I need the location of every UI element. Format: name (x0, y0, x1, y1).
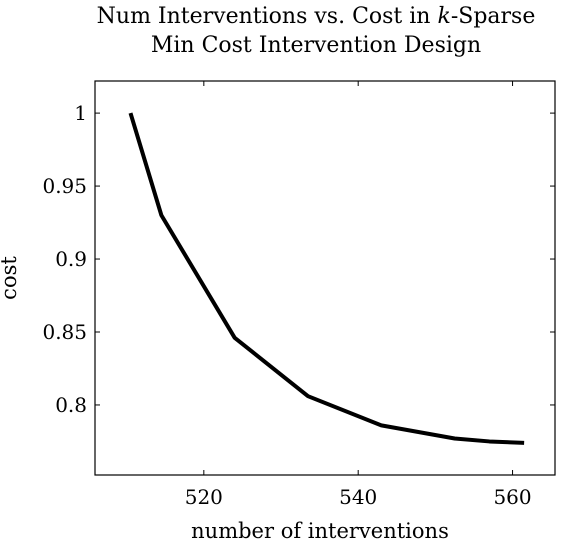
chart-title-line-1: Num Interventions vs. Cost in k-Sparse (97, 4, 536, 29)
y-axis-label: cost (0, 256, 21, 300)
y-tick-label: 1 (74, 101, 87, 125)
chart-title-line-2: Min Cost Intervention Design (151, 33, 481, 58)
y-tick-label: 0.9 (55, 247, 87, 271)
y-tick-label: 0.85 (42, 320, 87, 344)
plot-area-frame (94, 80, 556, 476)
series-group (128, 112, 525, 445)
y-axis: 0.8 0.85 0.9 0.95 1 (42, 101, 555, 417)
x-tick-label: 540 (339, 485, 377, 509)
chart-title: Num Interventions vs. Cost in k-Sparse Mi… (97, 4, 536, 58)
x-tick-label: 520 (185, 485, 223, 509)
x-axis: 520 540 560 (185, 81, 532, 509)
x-tick-label: 560 (493, 485, 531, 509)
x-axis-label: number of interventions (191, 519, 449, 543)
series-line-1 (128, 112, 525, 445)
y-tick-label: 0.8 (55, 393, 87, 417)
y-tick-label: 0.95 (42, 174, 87, 198)
